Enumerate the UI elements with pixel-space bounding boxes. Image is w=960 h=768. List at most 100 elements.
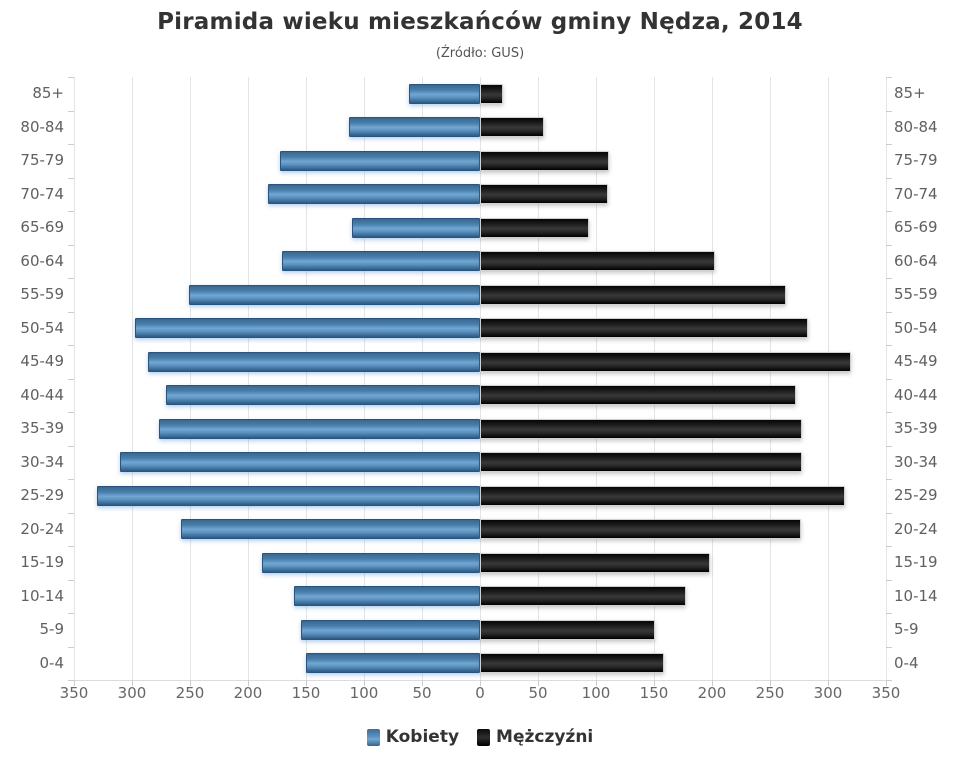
gridline — [479, 77, 481, 680]
bar-men-50-54 — [480, 318, 809, 339]
age-label-left-65-69: 65-69 — [20, 218, 64, 236]
bar-women-60-64 — [281, 251, 480, 272]
chart-title: Piramida wieku mieszkańców gminy Nędza, … — [157, 9, 803, 35]
x-axis-tick — [769, 680, 771, 686]
bar-men-30-34 — [480, 452, 803, 473]
age-label-left-5-9: 5-9 — [39, 620, 65, 638]
y-axis-tick-right — [886, 479, 892, 480]
y-axis-tick-left — [68, 446, 74, 447]
gridline — [421, 77, 423, 680]
x-axis-tick — [73, 680, 75, 686]
bar-women-70-74 — [267, 184, 480, 205]
y-axis-tick-left — [68, 613, 74, 614]
gridline — [537, 77, 539, 680]
age-label-left-15-19: 15-19 — [20, 553, 64, 571]
x-axis-label-13: 300 — [813, 684, 843, 702]
y-axis-tick-right — [886, 412, 892, 413]
legend: Kobiety Mężczyźni — [0, 722, 960, 752]
y-axis-tick-left — [68, 111, 74, 112]
bar-men-40-44 — [480, 385, 796, 406]
gridline — [769, 77, 771, 680]
x-axis-tick — [827, 680, 829, 686]
bar-men-70-74 — [480, 184, 608, 205]
age-label-right-5-9: 5-9 — [894, 620, 919, 638]
age-label-right-15-19: 15-19 — [894, 553, 938, 571]
bar-women-25-29 — [97, 485, 480, 506]
age-label-left-75-79: 75-79 — [20, 151, 64, 169]
age-label-left-55-59: 55-59 — [20, 285, 64, 303]
x-axis-label-8: 50 — [528, 684, 548, 702]
y-axis-tick-left — [68, 278, 74, 279]
y-axis-labels-right: 85+ 80-84 75-79 70-74 65-69 60-64 55-59 50-54 45… — [894, 77, 960, 680]
y-axis-tick-right — [886, 613, 892, 614]
y-axis-tick-right — [886, 647, 892, 648]
y-axis-tick-right — [886, 680, 892, 681]
bar-men-85+ — [480, 83, 504, 104]
bar-women-65-69 — [352, 217, 480, 238]
y-axis-tick-left — [68, 580, 74, 581]
x-axis-line — [74, 680, 887, 681]
gridline — [595, 77, 597, 680]
y-axis-tick-left — [68, 77, 74, 78]
y-axis-tick-left — [68, 379, 74, 380]
x-axis-label-2: 250 — [175, 684, 205, 702]
y-axis-tick-right — [886, 77, 892, 78]
x-axis-label-6: 50 — [412, 684, 432, 702]
age-label-left-10-14: 10-14 — [20, 586, 64, 605]
bar-men-45-49 — [480, 351, 852, 372]
bar-women-35-39 — [158, 418, 480, 439]
gridline — [305, 77, 307, 680]
bar-men-60-64 — [480, 251, 716, 272]
bar-men-55-59 — [480, 284, 787, 305]
y-axis-tick-right — [886, 312, 892, 313]
gridline — [247, 77, 249, 680]
x-axis-tick — [479, 680, 481, 686]
age-label-right-70-74: 70-74 — [894, 184, 938, 203]
bar-women-55-59 — [188, 284, 480, 305]
x-axis-label-12: 250 — [755, 684, 785, 702]
age-label-right-50-54: 50-54 — [894, 318, 938, 337]
bar-men-15-19 — [480, 552, 710, 573]
y-axis-tick-right — [886, 144, 892, 145]
bar-men-80-84 — [480, 117, 544, 138]
y-axis-tick-right — [886, 446, 892, 447]
bar-men-0-4 — [480, 653, 665, 674]
gridline — [653, 77, 655, 680]
bar-women-85+ — [409, 83, 480, 104]
bar-women-45-49 — [148, 351, 480, 372]
x-axis-tick — [885, 680, 887, 686]
age-label-left-60-64: 60-64 — [20, 251, 64, 270]
age-label-right-35-39: 35-39 — [894, 419, 938, 437]
bar-women-20-24 — [180, 519, 480, 540]
legend-label-men: Mężczyźni — [496, 727, 594, 747]
bar-women-5-9 — [301, 619, 480, 640]
bar-men-75-79 — [480, 150, 609, 171]
x-axis-label-9: 100 — [581, 684, 611, 702]
bar-women-10-14 — [294, 586, 480, 607]
x-axis-tick — [421, 680, 423, 686]
y-axis-tick-right — [886, 345, 892, 346]
age-label-right-80-84: 80-84 — [894, 117, 938, 136]
y-axis-tick-right — [886, 278, 892, 279]
gridline — [885, 77, 887, 680]
x-axis-label-11: 200 — [697, 684, 727, 702]
legend-item-women[interactable]: Kobiety — [366, 727, 459, 747]
bar-men-35-39 — [480, 418, 803, 439]
y-axis-labels-left: 85+ 80-84 75-79 70-74 65-69 60-64 55-59 50-54 45… — [0, 77, 64, 680]
age-label-left-50-54: 50-54 — [20, 318, 64, 337]
y-axis-tick-right — [886, 379, 892, 380]
y-axis-tick-right — [886, 245, 892, 246]
y-axis-tick-left — [68, 211, 74, 212]
x-axis-tick — [131, 680, 133, 686]
x-axis-label-4: 150 — [291, 684, 321, 702]
age-label-left-80-84: 80-84 — [20, 117, 64, 136]
legend-item-men[interactable]: Mężczyźni — [477, 727, 593, 747]
age-label-right-85+: 85+ — [894, 84, 926, 102]
y-axis-tick-left — [68, 144, 74, 145]
men-series-swatch-icon — [477, 728, 491, 746]
plot-area — [68, 77, 892, 681]
age-label-left-40-44: 40-44 — [20, 385, 64, 404]
bar-women-50-54 — [135, 318, 480, 339]
y-axis-tick-left — [68, 245, 74, 246]
y-axis-tick-left — [68, 178, 74, 179]
